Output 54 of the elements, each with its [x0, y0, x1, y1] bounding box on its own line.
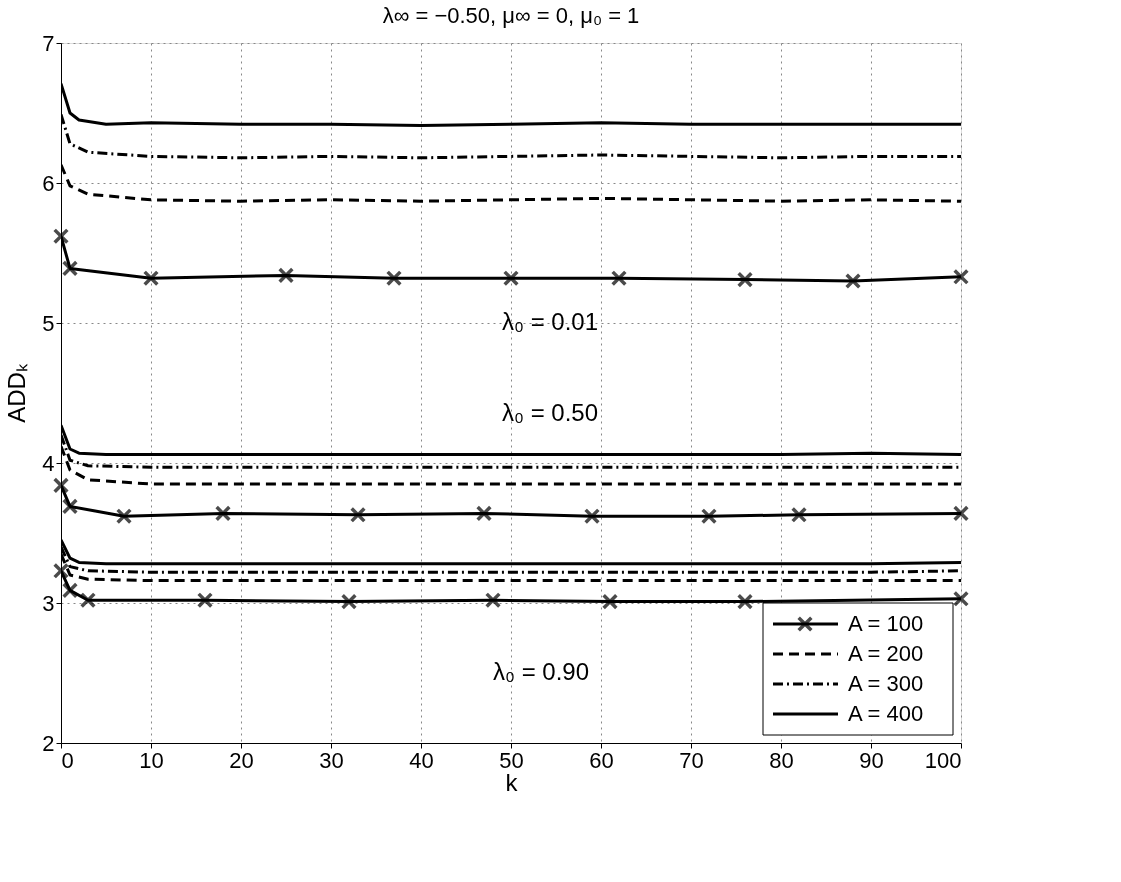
annotation: λ₀ = 0.01 — [502, 308, 599, 335]
point — [736, 271, 754, 288]
point — [790, 506, 808, 523]
point — [277, 267, 295, 284]
point — [61, 582, 79, 599]
point — [610, 270, 628, 287]
x-tick-label: 80 — [769, 747, 794, 773]
y-tick-label: 2 — [42, 730, 55, 756]
point — [601, 593, 619, 610]
point — [52, 562, 70, 579]
point — [340, 593, 358, 610]
point — [142, 270, 160, 287]
point — [61, 498, 79, 515]
point — [385, 270, 403, 287]
x-tick-label: 90 — [859, 747, 884, 773]
x-tick-label: 30 — [319, 747, 344, 773]
point — [484, 592, 502, 609]
y-tick-label: 7 — [42, 30, 55, 56]
x-tick-label: 0 — [61, 747, 74, 773]
y-tick-label: 3 — [42, 590, 55, 616]
y-tick-label: 6 — [42, 170, 55, 196]
point — [502, 270, 520, 287]
point — [844, 272, 862, 290]
x-tick-label: 60 — [589, 747, 614, 773]
x-tick-label: 20 — [229, 747, 254, 773]
point — [952, 268, 970, 285]
point — [700, 508, 718, 525]
point — [115, 508, 133, 525]
x-tick-label: 40 — [409, 747, 434, 773]
y-axis-title: ADDₖ — [3, 363, 31, 423]
legend-label: A = 200 — [848, 641, 924, 666]
point — [196, 592, 214, 609]
x-tick-label: 70 — [679, 747, 704, 773]
y-tick-label: 5 — [42, 310, 55, 336]
legend-label: A = 300 — [848, 671, 924, 696]
x-tick-label: 10 — [139, 747, 164, 773]
point — [475, 505, 493, 522]
point — [61, 260, 79, 277]
point — [736, 593, 754, 610]
point — [349, 506, 367, 523]
chart-title: λ∞ = −0.50, μ∞ = 0, μ₀ = 1 — [382, 3, 640, 28]
x-tick-label: 100 — [924, 747, 962, 773]
y-tick-label: 4 — [42, 450, 55, 476]
point — [214, 505, 232, 522]
legend-label: A = 400 — [848, 701, 924, 726]
annotation: λ₀ = 0.90 — [493, 658, 590, 685]
point — [79, 592, 97, 609]
point — [952, 590, 970, 607]
point — [52, 228, 70, 245]
point — [952, 505, 970, 522]
point — [583, 508, 601, 525]
annotation: λ₀ = 0.50 — [502, 399, 599, 426]
legend-label: A = 100 — [848, 611, 924, 636]
point — [52, 477, 70, 494]
